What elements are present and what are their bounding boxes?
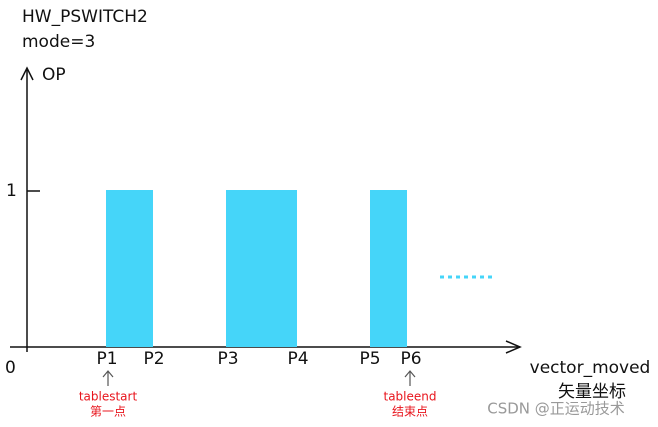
point-label: P6 <box>400 349 421 369</box>
point-label: P4 <box>287 349 308 369</box>
y-label: OP <box>42 65 66 85</box>
point-label: P5 <box>359 349 380 369</box>
origin-label: 0 <box>5 358 16 378</box>
annotation: tablestart <box>79 390 138 404</box>
x-label-sub: 矢量坐标 <box>558 382 626 402</box>
pointer <box>102 370 416 386</box>
y-tick-label: 1 <box>6 181 17 201</box>
annotation-sub: 第一点 <box>90 405 126 419</box>
x-label: vector_moved <box>530 358 651 378</box>
y-arrow <box>20 66 34 81</box>
pulse <box>106 190 153 347</box>
pulse <box>226 190 297 347</box>
annotation: tableend <box>384 390 437 404</box>
annotation-sub: 结束点 <box>392 405 428 419</box>
watermark: CSDN @正运动技术 <box>487 400 625 418</box>
point-label: P3 <box>217 349 238 369</box>
point-label: P1 <box>96 349 117 369</box>
title: HW_PSWITCH2 <box>22 7 148 27</box>
pulse <box>370 190 407 347</box>
mode: mode=3 <box>22 32 95 52</box>
point-label: P2 <box>143 349 164 369</box>
x-arrow <box>505 340 522 354</box>
